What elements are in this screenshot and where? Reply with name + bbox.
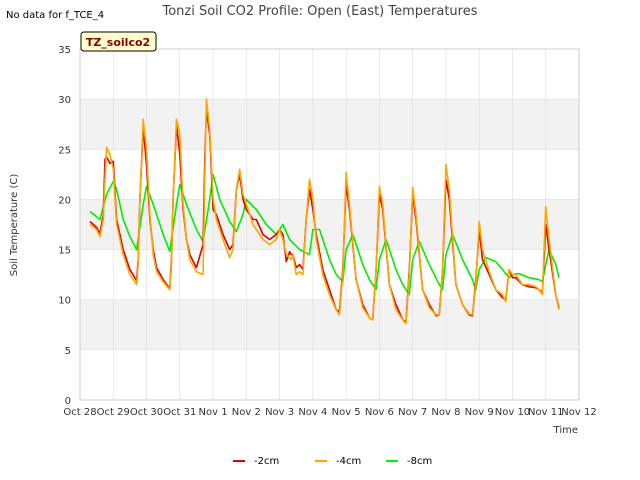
y-tick-label: 35 [58,45,71,56]
y-tick-label: 5 [65,346,71,357]
x-tick-label: Oct 30 [130,407,163,418]
background-bands [80,99,579,350]
x-tick-label: Nov 12 [561,407,596,418]
y-axis-label: Soil Temperature (C) [9,174,20,277]
dataset-badge-label: TZ_soilco2 [86,36,150,49]
x-tick-label: Nov 3 [265,407,294,418]
background-band [80,199,579,250]
x-tick-label: Oct 31 [163,407,196,418]
dataset-badge: TZ_soilco2 [80,31,157,52]
series-lines [89,98,560,325]
y-tick-label: 30 [58,95,71,106]
x-tick-label: Nov 5 [332,407,361,418]
y-tick-label: 15 [58,246,71,257]
y-tick-label: 25 [58,145,71,156]
x-tick-label: Nov 6 [365,407,394,418]
plot-border [79,48,580,401]
no-data-note: No data for f_TCE_4 [6,10,104,21]
x-tick-label: Nov 10 [495,407,530,418]
x-tick-label: Nov 4 [298,407,327,418]
legend: -2cm -4cm -8cm [233,456,432,467]
x-tick-label: Nov 9 [465,407,494,418]
background-band [80,99,579,150]
x-tick-label: Nov 7 [398,407,427,418]
y-tick-labels: 0 5 10 15 20 25 30 35 [58,45,71,407]
x-tick-label: Nov 1 [199,407,228,418]
series-line-minus-8cm [89,173,560,296]
x-tick-label: Oct 29 [97,407,130,418]
series-line-minus-4cm [89,98,560,325]
background-band [80,299,579,350]
x-axis-label: Time [553,425,578,436]
x-tick-label: Oct 28 [63,407,96,418]
x-tick-labels: Oct 28 Oct 29 Oct 30 Oct 31 Nov 1 Nov 2 Nov 3 N… [63,407,596,418]
legend-label: -4cm [336,456,361,467]
x-tick-label: Nov 11 [528,407,563,418]
y-tick-label: 10 [58,296,71,307]
chart-title: Tonzi Soil CO2 Profile: Open (East) Temp… [161,4,477,19]
x-tick-label: Nov 8 [431,407,460,418]
y-tick-label: 0 [65,396,71,407]
legend-label: -8cm [407,456,432,467]
legend-label: -2cm [254,456,279,467]
x-tick-label: Nov 2 [232,407,261,418]
y-tick-label: 20 [58,195,71,206]
